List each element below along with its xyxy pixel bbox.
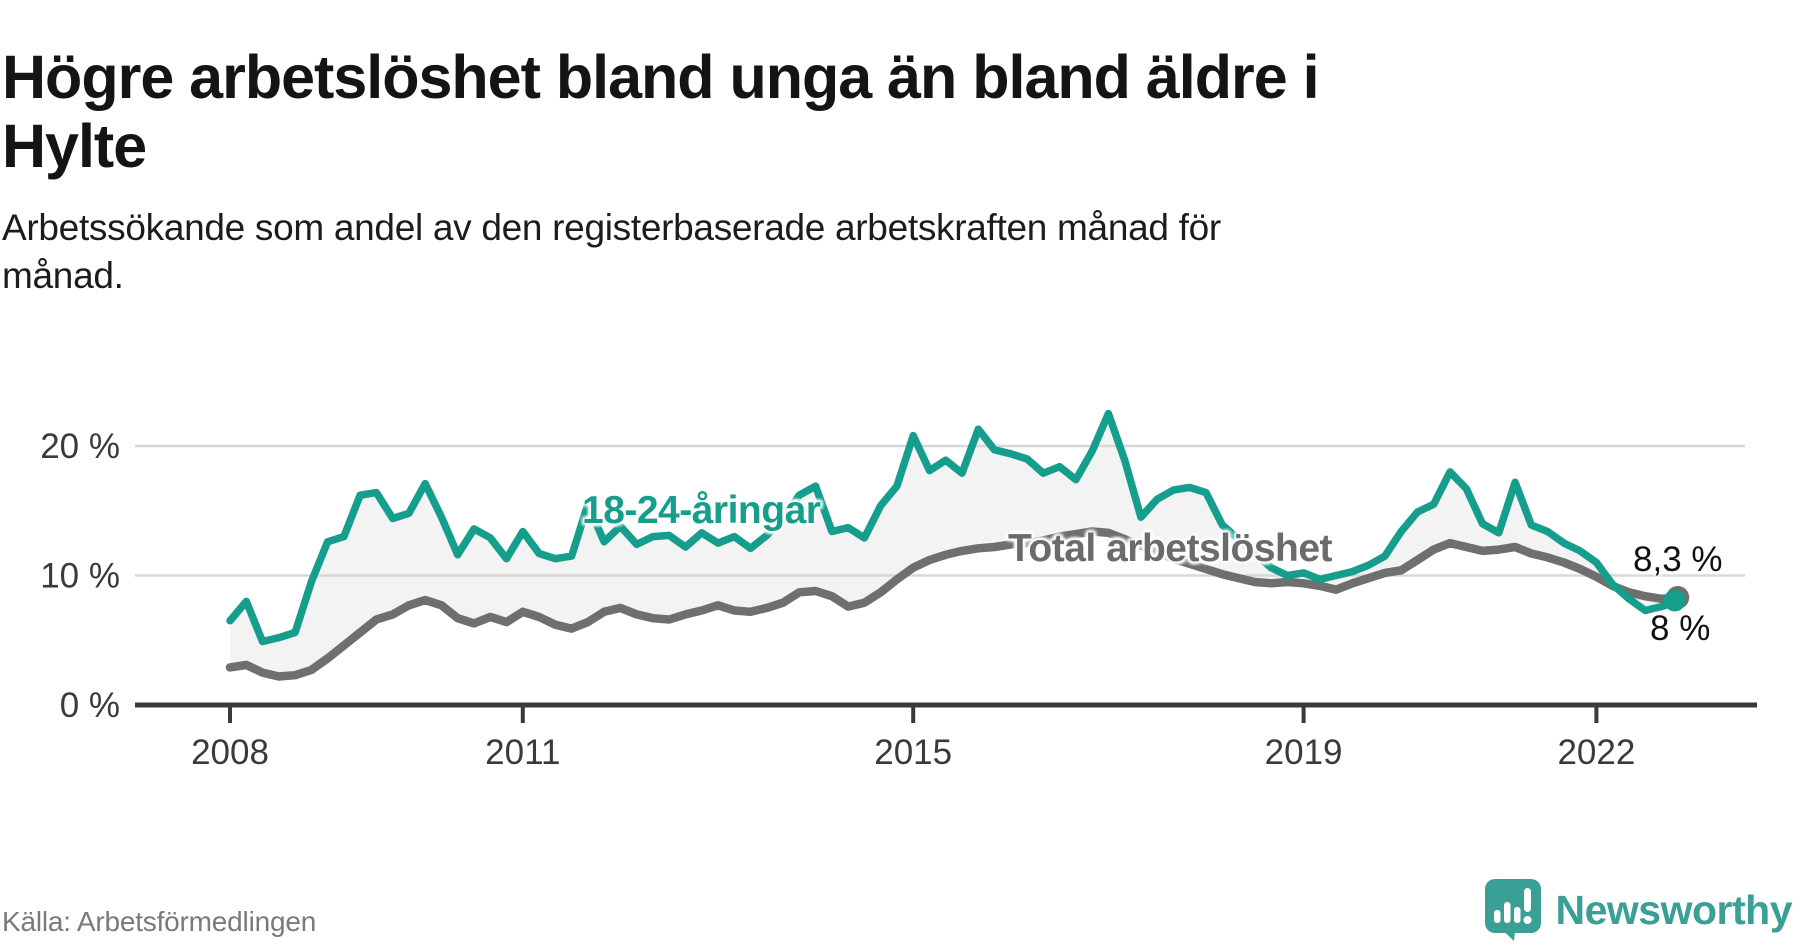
logo-bar-2 — [1503, 902, 1510, 923]
logo-exclamation-bar — [1523, 888, 1531, 912]
subtitle-line-2: månad. — [2, 255, 124, 297]
logo-bubble — [1484, 879, 1541, 933]
logo-exclamation-dot — [1523, 916, 1531, 924]
newsworthy-brand: Newsworthy — [1484, 878, 1793, 942]
line-18-24-aringar — [226, 409, 1682, 646]
logo-bar-3 — [1513, 907, 1520, 923]
end-dot-young — [1663, 589, 1686, 612]
y-tick-label-0: 0 % — [60, 686, 120, 725]
x-tick-label-2015: 2015 — [874, 733, 952, 772]
brand-wordmark: Newsworthy — [1555, 886, 1793, 933]
chart-subtitle: Arbetssökande som andel av den registerb… — [2, 204, 1221, 300]
x-tick-label-2022: 2022 — [1557, 733, 1635, 772]
y-tick-label-20: 20 % — [40, 427, 120, 466]
line-total-arbetsloshet — [225, 527, 1682, 681]
band-between-series — [230, 413, 1678, 677]
subtitle-line-1: Arbetssökande som andel av den registerb… — [2, 207, 1221, 248]
end-value-label-young: 8 % — [1650, 609, 1711, 648]
page-title: Högre arbetslöshet bland unga än bland ä… — [2, 42, 1320, 181]
title-line-1: Högre arbetslöshet bland unga än bland ä… — [2, 42, 1320, 111]
x-tick-label-2019: 2019 — [1265, 733, 1343, 772]
x-tick-label-2008: 2008 — [191, 733, 269, 772]
newsworthy-logo-icon — [1484, 879, 1541, 941]
source-caption: Källa: Arbetsförmedlingen — [2, 906, 317, 937]
x-tick-label-2011: 2011 — [485, 733, 560, 772]
logo-bar-1 — [1493, 910, 1500, 923]
series-label-young: 18-24-åringar — [582, 489, 821, 532]
y-tick-label-10: 10 % — [40, 557, 120, 596]
end-value-label-total: 8,3 % — [1633, 540, 1723, 579]
title-line-2: Hylte — [2, 111, 147, 180]
series-label-total: Total arbetslöshet — [1008, 527, 1333, 570]
